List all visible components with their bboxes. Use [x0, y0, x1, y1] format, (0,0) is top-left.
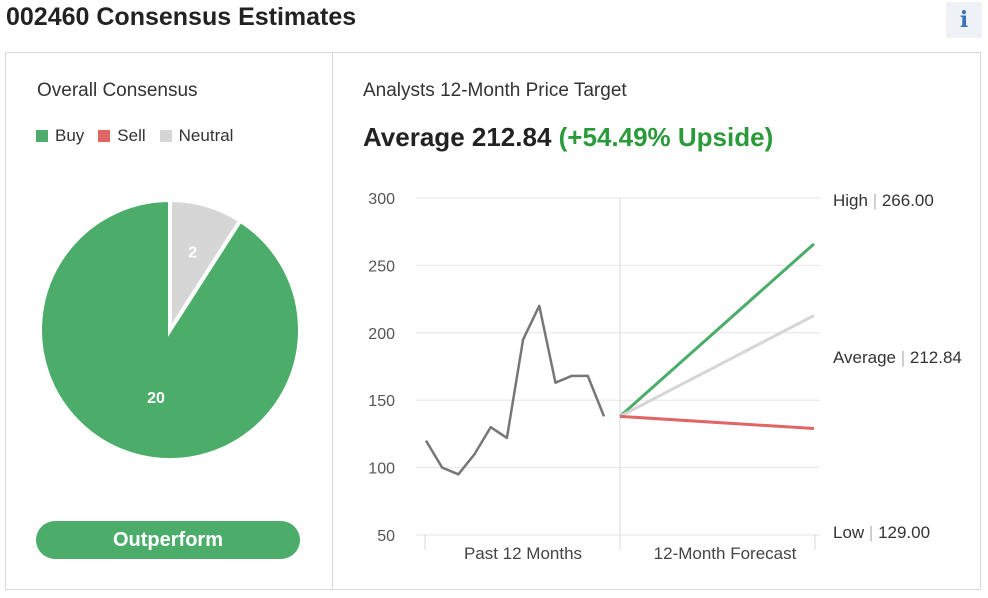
- y-tick-label-150: 150: [368, 393, 395, 410]
- x-section-label-0: Past 12 Months: [464, 544, 582, 563]
- x-section-label-1: 12-Month Forecast: [654, 544, 797, 563]
- pie-legend: Buy Sell Neutral: [36, 126, 233, 146]
- average-target-line: Average 212.84 (+54.49% Upside): [363, 122, 773, 153]
- legend-label-neutral: Neutral: [178, 126, 234, 145]
- y-tick-label-200: 200: [368, 326, 395, 343]
- forecast-line-average: [619, 314, 815, 418]
- legend-swatch-neutral: [159, 130, 172, 142]
- legend-item-neutral: Neutral: [159, 126, 234, 146]
- pie-slice-buy: [38, 197, 302, 462]
- consensus-pie-chart: 2 20: [38, 197, 302, 462]
- y-tick-label-50: 50: [377, 528, 395, 545]
- consensus-panel: [5, 52, 981, 590]
- legend-label-sell: Sell: [117, 126, 146, 145]
- consensus-rating-badge: Outperform: [36, 521, 300, 559]
- past-price-line: [424, 304, 606, 476]
- price-target-chart: 300 250 200 150 100 50 Past 12 Months 12-Month …: [368, 191, 962, 563]
- y-tick-label-250: 250: [368, 258, 395, 275]
- forecast-label-high: High | 266.00: [833, 191, 934, 210]
- legend-item-sell: Sell: [98, 126, 146, 146]
- price-target-title: Analysts 12-Month Price Target: [363, 80, 627, 101]
- legend-swatch-sell: [98, 130, 111, 142]
- info-icon[interactable]: i: [946, 2, 982, 38]
- page-title: 002460 Consensus Estimates: [6, 3, 357, 31]
- pie-label-buy: 20: [147, 390, 165, 407]
- y-tick-label-300: 300: [368, 191, 395, 208]
- forecast-label-low: Low | 129.00: [833, 523, 930, 542]
- overall-consensus-title: Overall Consensus: [37, 80, 198, 101]
- legend-swatch-buy: [36, 130, 48, 142]
- y-tick-label-100: 100: [368, 461, 395, 478]
- average-target-value: Average 212.84: [363, 122, 552, 152]
- pie-label-neutral: 2: [188, 245, 197, 262]
- upside-percentage: (+54.49% Upside): [558, 122, 774, 152]
- panel-divider: [332, 53, 333, 590]
- forecast-line-high: [619, 242, 815, 418]
- legend-item-buy: Buy: [36, 126, 84, 146]
- legend-label-buy: Buy: [55, 126, 85, 145]
- forecast-line-low: [619, 414, 815, 431]
- forecast-label-average: Average | 212.84: [833, 348, 962, 367]
